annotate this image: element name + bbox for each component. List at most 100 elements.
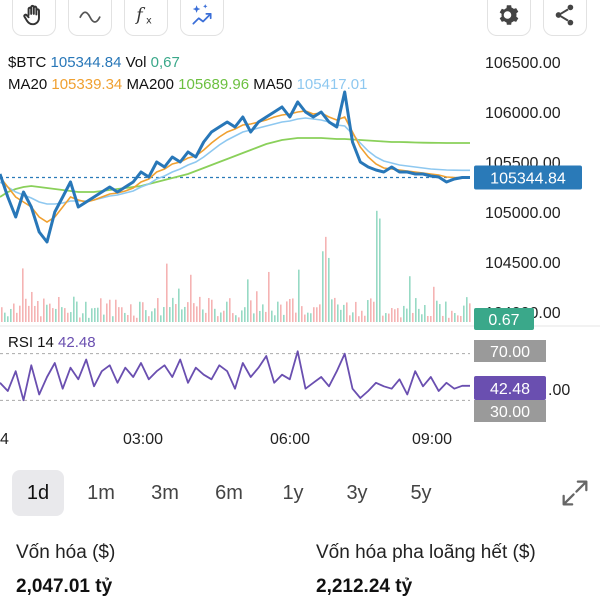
volume-bar	[4, 312, 6, 322]
volume-bar	[415, 298, 417, 322]
volume-bar	[145, 310, 147, 322]
volume-bar	[307, 312, 309, 322]
legend-row-rsi: RSI 14 42.48	[8, 334, 96, 351]
volume-bar	[160, 315, 162, 322]
price-tick-label: 106000.00	[485, 105, 561, 122]
volume-bar	[337, 304, 339, 322]
volume-bar	[136, 317, 138, 322]
fx-icon: f x	[134, 5, 152, 26]
period-3y[interactable]: 3y	[331, 470, 383, 516]
volume-bar	[118, 307, 120, 322]
volume-bar	[172, 297, 174, 322]
settings-button[interactable]	[487, 0, 531, 36]
volume-bar	[313, 307, 315, 322]
volume-bar	[127, 314, 129, 322]
period-3m[interactable]: 3m	[139, 470, 191, 516]
volume-bar	[223, 310, 225, 322]
volume-bar	[370, 298, 372, 322]
volume-tag	[474, 308, 534, 330]
period-3m-label: 3m	[151, 481, 179, 504]
fullscreen-button[interactable]	[558, 476, 592, 510]
period-1d[interactable]: 1d	[12, 470, 64, 516]
volume-bar	[229, 298, 231, 322]
volume-bar	[451, 310, 453, 322]
volume-bar	[358, 316, 360, 322]
period-5y[interactable]: 5y	[395, 470, 447, 516]
volume-bar	[205, 312, 207, 322]
vol-value: 0,67	[150, 54, 180, 71]
hand-tool-button[interactable]	[12, 0, 56, 36]
share-button[interactable]	[543, 0, 587, 36]
volume-bar	[466, 297, 468, 322]
volume-bar	[265, 311, 267, 322]
volume-bar	[181, 309, 183, 322]
volume-bar	[16, 312, 18, 322]
volume-bar	[331, 299, 333, 322]
volume-bar	[349, 315, 351, 322]
volume-bar	[154, 308, 156, 322]
chart-toolbar: f x	[0, 0, 600, 42]
market-cap-block: Vốn hóa ($) 2,047.01 tỷ	[16, 542, 115, 598]
volume-bar	[244, 307, 246, 322]
ma50-label: MA50	[253, 76, 293, 93]
volume-bar	[319, 304, 321, 322]
volume-bar	[133, 315, 135, 322]
volume-bar	[271, 310, 273, 322]
volume-bar	[73, 296, 75, 322]
rsi-upper-tag-text: 70.00	[490, 344, 530, 361]
volume-bar	[157, 298, 159, 322]
indicator-button[interactable]: f x	[124, 0, 168, 36]
time-tick-label: 09:00	[412, 431, 452, 448]
period-1y-label: 1y	[282, 481, 304, 504]
volume-bar	[88, 317, 90, 322]
rsi-value-tag	[474, 376, 546, 400]
period-1y[interactable]: 1y	[267, 470, 319, 516]
volume-bar	[202, 309, 204, 322]
chart-area[interactable]: 106500.00 106000.00 105500.00 105000.00 1045…	[0, 42, 600, 460]
volume-bar	[253, 313, 255, 322]
volume-bar	[139, 301, 141, 322]
volume-bar	[325, 236, 327, 322]
volume-bar	[40, 316, 42, 322]
volume-bar	[226, 301, 228, 322]
volume-bar	[79, 317, 81, 322]
volume-bar	[310, 313, 312, 322]
volume-bar	[259, 310, 261, 322]
volume-bar	[394, 309, 396, 322]
time-axis: 4 03:00 06:00 09:00	[0, 431, 452, 448]
volume-bar	[442, 315, 444, 322]
rsi-line	[0, 350, 470, 402]
price-value: 105344.84	[50, 54, 122, 71]
period-1m[interactable]: 1m	[75, 470, 127, 516]
rsi-label: RSI 14	[8, 334, 54, 351]
current-price-tag	[474, 165, 582, 190]
volume-bar	[97, 307, 99, 322]
price-tick-label: 106500.00	[485, 55, 561, 72]
volume-bar	[82, 313, 84, 322]
volume-bar	[379, 218, 381, 322]
volume-bar	[430, 316, 432, 322]
volume-bar	[460, 315, 462, 322]
volume-bar	[316, 307, 318, 322]
volume-bar	[235, 315, 237, 322]
share-icon	[555, 4, 574, 25]
price-chart[interactable]: 106500.00106000.00105500.00105000.001045…	[0, 42, 600, 460]
volume-bar	[106, 303, 108, 322]
volume-bar	[10, 308, 12, 322]
volume-bar	[364, 315, 366, 322]
volume-bar	[400, 317, 402, 322]
wave-line-icon	[79, 10, 101, 23]
period-6m[interactable]: 6m	[203, 470, 255, 516]
volume-bar	[85, 301, 87, 322]
price-line	[0, 90, 470, 244]
line-tool-button[interactable]	[68, 0, 112, 36]
ai-tool-button[interactable]	[180, 0, 224, 36]
period-1d-label: 1d	[26, 481, 50, 504]
volume-bar	[220, 312, 222, 322]
volume-bar	[142, 302, 144, 322]
volume-bar	[55, 308, 57, 322]
volume-bar	[49, 303, 51, 322]
magic-sparkle-icon	[192, 3, 212, 25]
volume-bar	[427, 315, 429, 322]
time-tick-label: 03:00	[123, 431, 163, 448]
